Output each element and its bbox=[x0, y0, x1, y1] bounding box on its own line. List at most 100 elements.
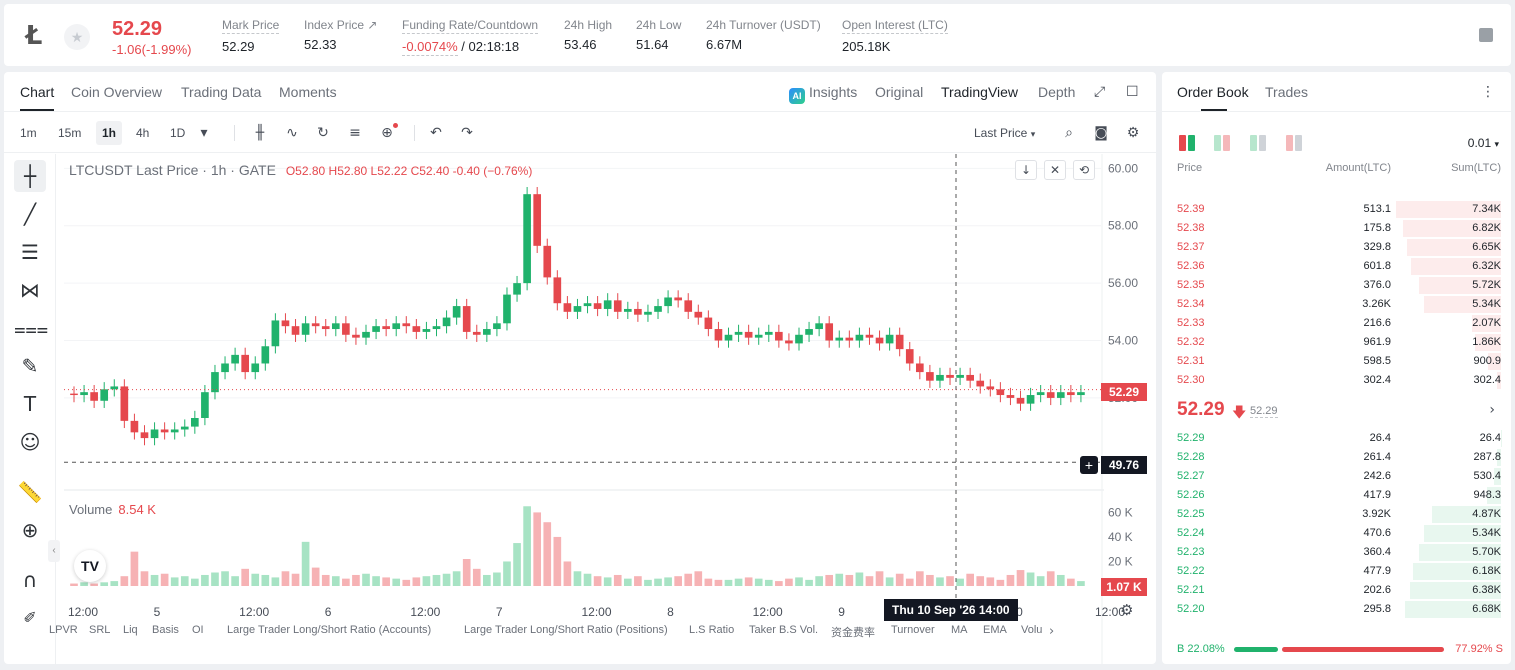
tradingview-logo[interactable]: TV bbox=[74, 550, 106, 582]
collapse-icon[interactable]: ✕ bbox=[1044, 160, 1066, 180]
crosshair-icon[interactable]: ┼ bbox=[14, 160, 46, 192]
ask-row[interactable]: 52.31 598.5 900.9 bbox=[1162, 352, 1511, 371]
bid-row[interactable]: 52.20 295.8 6.68K bbox=[1162, 600, 1511, 619]
magnet-icon[interactable]: ∩ bbox=[22, 568, 38, 592]
pencil-icon[interactable]: ✐ bbox=[23, 608, 37, 627]
collapse-toolbar-icon[interactable]: ‹ bbox=[48, 540, 60, 562]
tab-moments[interactable]: Moments bbox=[279, 84, 337, 100]
tab-depth[interactable]: Depth bbox=[1038, 84, 1076, 100]
add-order-icon[interactable]: + bbox=[1080, 456, 1098, 474]
tab-trading-data[interactable]: Trading Data bbox=[181, 84, 262, 100]
price-source-dropdown[interactable]: Last Price ▾ bbox=[974, 126, 1036, 140]
reset-icon[interactable]: ⟲ bbox=[1073, 160, 1095, 180]
ask-row[interactable]: 52.33 216.6 2.07K bbox=[1162, 314, 1511, 333]
row-sum: 5.34K bbox=[1472, 298, 1501, 310]
chevron-right-icon[interactable]: › bbox=[1489, 402, 1495, 418]
templates-icon[interactable]: ≡ bbox=[349, 125, 361, 141]
indicator-lpvr[interactable]: LPVR bbox=[49, 624, 78, 636]
bid-row[interactable]: 52.29 26.4 26.4 bbox=[1162, 429, 1511, 448]
undo-icon[interactable]: ↶ bbox=[430, 125, 442, 141]
text-tool-icon[interactable]: T bbox=[23, 392, 37, 416]
candle-type-icon[interactable]: ╫ bbox=[255, 125, 265, 141]
bid-row[interactable]: 52.27 242.6 530.4 bbox=[1162, 467, 1511, 486]
pattern-icon[interactable]: ⋈ bbox=[20, 278, 40, 302]
layout-asks-icon[interactable] bbox=[1286, 135, 1302, 151]
indicator-srl[interactable]: SRL bbox=[89, 624, 111, 636]
gear-icon[interactable]: ⚙ bbox=[1126, 125, 1140, 141]
tab-trades[interactable]: Trades bbox=[1265, 84, 1309, 100]
tab-tradingview[interactable]: TradingView bbox=[941, 84, 1019, 100]
tab-original[interactable]: Original bbox=[875, 84, 924, 100]
bid-row[interactable]: 52.24 470.6 5.34K bbox=[1162, 524, 1511, 543]
timeframe-4h[interactable]: 4h bbox=[136, 126, 150, 140]
redo-icon[interactable]: ↷ bbox=[461, 125, 473, 141]
layout-split-icon[interactable] bbox=[1214, 135, 1230, 151]
scroll-down-icon[interactable]: ↓ bbox=[1015, 160, 1037, 180]
chart-panel: Chart Coin Overview Trading Data Moments… bbox=[4, 72, 1156, 664]
window-icon[interactable]: ☐ bbox=[1126, 84, 1139, 100]
ask-row[interactable]: 52.34 3.26K 5.34K bbox=[1162, 295, 1511, 314]
indicator-oi[interactable]: OI bbox=[192, 624, 204, 636]
row-amount: 216.6 bbox=[1363, 317, 1391, 329]
indicator-liq[interactable]: Liq bbox=[123, 624, 138, 636]
bid-row[interactable]: 52.23 360.4 5.70K bbox=[1162, 543, 1511, 562]
indicator-basis[interactable]: Basis bbox=[152, 624, 179, 636]
brush-icon[interactable]: ✎ bbox=[21, 354, 39, 378]
candle-body bbox=[382, 326, 390, 330]
timeframe-1h[interactable]: 1h bbox=[96, 121, 123, 145]
trend-line-icon[interactable]: ╱ bbox=[23, 202, 37, 226]
horizontal-lines-icon[interactable]: ☰ bbox=[21, 240, 39, 264]
book-icon[interactable] bbox=[1479, 28, 1493, 42]
bid-row[interactable]: 52.21 202.6 6.38K bbox=[1162, 581, 1511, 600]
indicator-lt-positions[interactable]: Large Trader Long/Short Ratio (Positions… bbox=[464, 624, 668, 636]
timeframe-1m[interactable]: 1m bbox=[20, 126, 37, 140]
fib-icon[interactable]: ⩶ bbox=[14, 316, 49, 340]
ruler-icon[interactable]: 📏 bbox=[17, 480, 43, 504]
tab-coin-overview[interactable]: Coin Overview bbox=[71, 84, 163, 100]
tab-order-book[interactable]: Order Book bbox=[1177, 84, 1249, 111]
timeframe-1d[interactable]: 1D bbox=[170, 126, 186, 140]
camera-icon[interactable]: ◙ bbox=[1094, 125, 1108, 141]
ask-row[interactable]: 52.35 376.0 5.72K bbox=[1162, 276, 1511, 295]
bid-row[interactable]: 52.26 417.9 948.3 bbox=[1162, 486, 1511, 505]
layout-bids-icon[interactable] bbox=[1250, 135, 1266, 151]
indicator-funding[interactable]: 资金费率 bbox=[831, 627, 875, 639]
ask-row[interactable]: 52.37 329.8 6.65K bbox=[1162, 238, 1511, 257]
indicator-taker-vol[interactable]: Taker B.S Vol. bbox=[749, 624, 819, 636]
indicator-lt-accounts[interactable]: Large Trader Long/Short Ratio (Accounts) bbox=[227, 624, 432, 636]
indicator-volume[interactable]: Volu bbox=[1021, 624, 1043, 636]
indicators-icon[interactable]: ∿ bbox=[286, 125, 298, 141]
bid-row[interactable]: 52.22 477.9 6.18K bbox=[1162, 562, 1511, 581]
favorite-star-icon[interactable]: ★ bbox=[64, 24, 90, 50]
expand-icon[interactable]: ⤢ bbox=[1094, 84, 1106, 100]
timeframe-dropdown-icon[interactable]: ▾ bbox=[200, 125, 208, 141]
add-alert-icon[interactable]: ⊕ bbox=[379, 123, 398, 141]
search-icon[interactable]: ⌕ bbox=[1065, 125, 1073, 141]
axis-settings-icon[interactable]: ⚙ bbox=[1120, 601, 1134, 619]
layout-both-icon[interactable] bbox=[1179, 135, 1195, 151]
tab-chart[interactable]: Chart bbox=[20, 84, 55, 111]
precision-dropdown[interactable]: 0.01 ▾ bbox=[1467, 136, 1499, 150]
ask-row[interactable]: 52.38 175.8 6.82K bbox=[1162, 219, 1511, 238]
replay-icon[interactable]: ↻ bbox=[317, 125, 329, 141]
timeframe-15m[interactable]: 15m bbox=[58, 126, 82, 140]
bid-row[interactable]: 52.25 3.92K 4.87K bbox=[1162, 505, 1511, 524]
volume-tick-label: 60 K bbox=[1108, 505, 1133, 519]
ask-row[interactable]: 52.32 961.9 1.86K bbox=[1162, 333, 1511, 352]
bid-row[interactable]: 52.28 261.4 287.8 bbox=[1162, 448, 1511, 467]
emoji-icon[interactable]: ☺ bbox=[19, 430, 41, 454]
more-options-icon[interactable]: ⋮ bbox=[1481, 84, 1495, 100]
stat-index-price[interactable]: Index Price ↗ 52.33 bbox=[304, 18, 378, 52]
indicator-ls-ratio[interactable]: L.S Ratio bbox=[689, 624, 735, 636]
indicator-ema[interactable]: EMA bbox=[983, 624, 1007, 636]
chevron-right-icon[interactable]: › bbox=[1049, 624, 1055, 639]
ask-row[interactable]: 52.30 302.4 302.4 bbox=[1162, 371, 1511, 390]
indicator-ma[interactable]: MA bbox=[951, 624, 968, 636]
zoom-icon[interactable]: ⊕ bbox=[21, 518, 39, 542]
indicator-turnover[interactable]: Turnover bbox=[891, 624, 935, 636]
chart-tabs: Chart Coin Overview Trading Data Moments… bbox=[4, 72, 1156, 112]
tab-insights[interactable]: AI Insights bbox=[789, 84, 857, 104]
ask-row[interactable]: 52.39 513.1 7.34K bbox=[1162, 200, 1511, 219]
ask-row[interactable]: 52.36 601.8 6.32K bbox=[1162, 257, 1511, 276]
